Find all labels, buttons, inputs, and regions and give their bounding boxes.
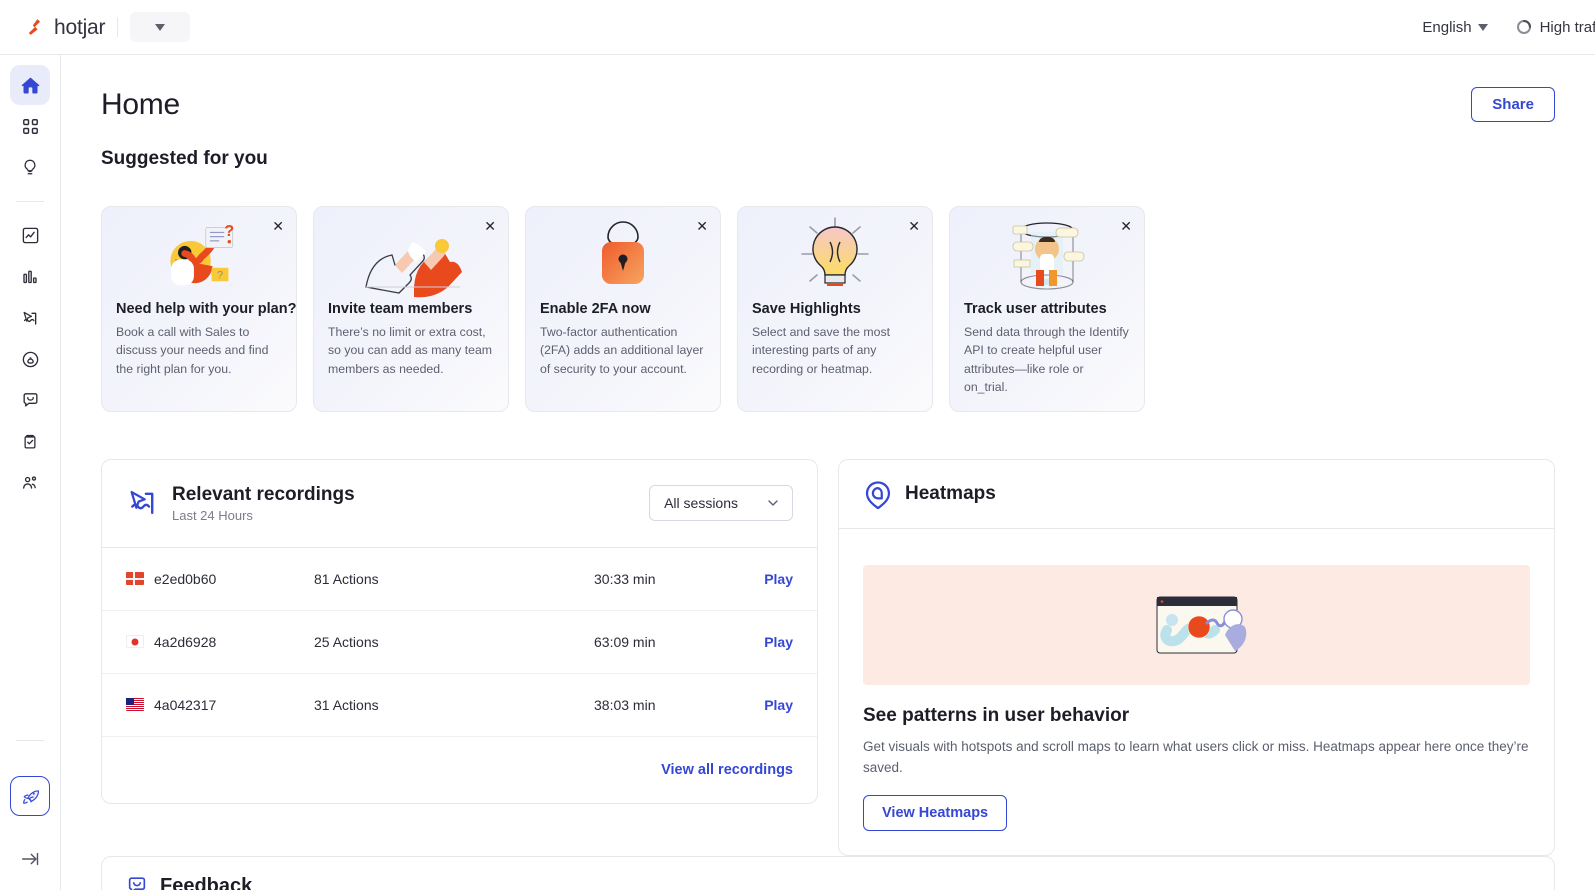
svg-text:?: ? bbox=[224, 223, 234, 240]
svg-text:?: ? bbox=[217, 270, 223, 282]
